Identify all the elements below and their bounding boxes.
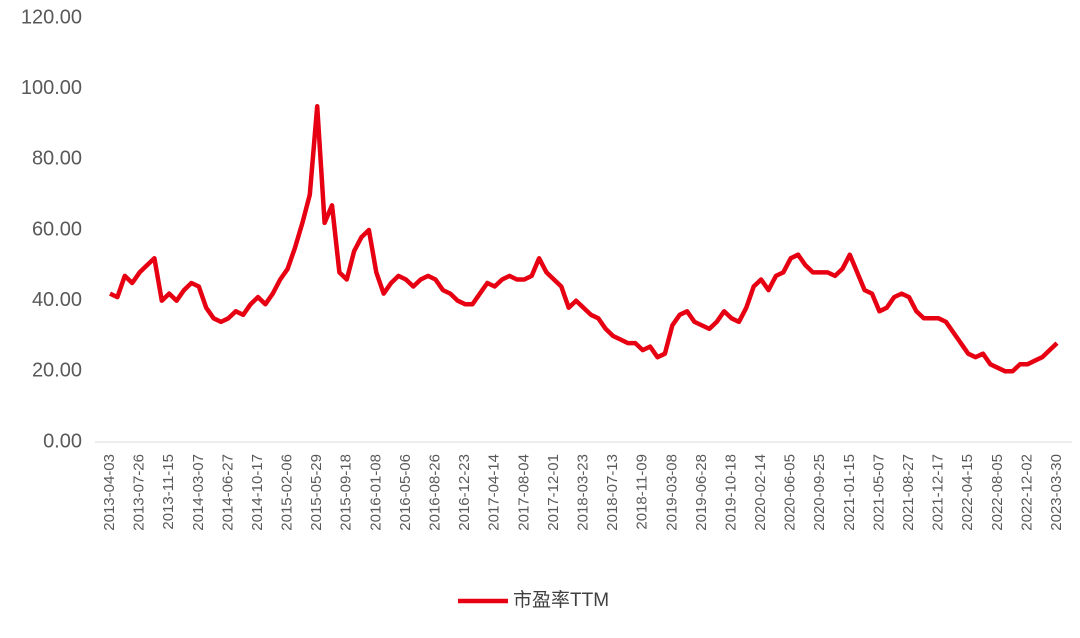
y-tick-label: 100.00 [21, 77, 82, 99]
x-tick-label: 2017-04-14 [486, 454, 503, 531]
x-tick-label: 2021-05-07 [870, 454, 887, 531]
x-tick-label: 2019-10-18 [722, 454, 739, 531]
x-tick-label: 2019-03-08 [663, 454, 680, 531]
x-tick-label: 2013-04-03 [101, 454, 118, 531]
x-tick-label: 2014-10-17 [249, 454, 266, 531]
y-tick-label: 80.00 [32, 148, 82, 170]
x-tick-label: 2017-08-04 [515, 454, 532, 531]
x-tick-label: 2013-07-26 [131, 454, 148, 531]
x-tick-label: 2020-02-14 [752, 454, 769, 531]
x-tick-label: 2018-11-09 [634, 454, 651, 530]
x-tick-label: 2018-07-13 [604, 454, 621, 531]
x-tick-label: 2016-12-23 [456, 454, 473, 531]
x-tick-label: 2022-08-05 [989, 454, 1006, 531]
x-tick-label: 2016-08-26 [427, 454, 444, 531]
x-tick-label: 2015-02-06 [279, 454, 296, 531]
x-tick-label: 2015-09-18 [338, 454, 355, 531]
x-tick-label: 2014-03-07 [190, 454, 207, 531]
x-tick-label: 2021-12-17 [930, 454, 947, 531]
series-line [109, 104, 1059, 374]
y-tick-label: 120.00 [21, 6, 82, 28]
y-tick-label: 20.00 [32, 360, 82, 382]
x-tick-label: 2019-06-28 [693, 454, 710, 531]
x-tick-label: 2020-09-25 [811, 454, 828, 531]
y-tick-label: 60.00 [32, 218, 82, 240]
x-tick-label: 2022-12-02 [1018, 454, 1035, 531]
x-tick-label: 2016-01-08 [367, 454, 384, 531]
x-tick-label: 2016-05-06 [397, 454, 414, 531]
x-tick-label: 2020-06-05 [782, 454, 799, 531]
x-tick-label: 2022-04-15 [959, 454, 976, 531]
x-tick-label: 2021-08-27 [900, 454, 917, 531]
x-tick-label: 2021-01-15 [841, 454, 858, 531]
x-tick-label: 2015-05-29 [308, 454, 325, 531]
x-tick-label: 2017-12-01 [545, 454, 562, 531]
y-tick-label: 40.00 [32, 289, 82, 311]
legend-label: 市盈率TTM [513, 589, 609, 611]
x-tick-label: 2023-03-30 [1048, 454, 1065, 531]
x-tick-label: 2018-03-23 [574, 454, 591, 531]
y-tick-label: 0.00 [43, 430, 82, 452]
x-tick-label: 2014-06-27 [219, 454, 236, 531]
x-tick-label: 2013-11-15 [160, 454, 177, 530]
